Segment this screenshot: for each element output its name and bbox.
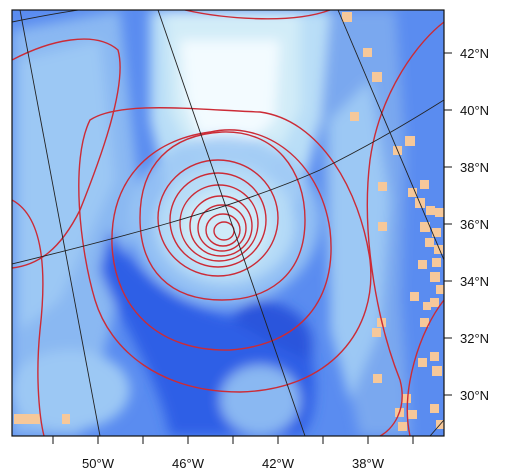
axis-ticks bbox=[52, 52, 452, 444]
meridian-line bbox=[157, 10, 306, 436]
lon-label-42w: 42°W bbox=[262, 456, 295, 471]
longitude-labels: 50°W 46°W 42°W 38°W bbox=[82, 456, 385, 471]
meridian-line bbox=[429, 419, 444, 436]
lat-label-32n: 32°N bbox=[460, 331, 489, 346]
map-panel bbox=[12, 10, 444, 436]
lat-label-42n: 42°N bbox=[460, 46, 489, 61]
lat-label-38n: 38°N bbox=[460, 160, 489, 175]
contour-ring bbox=[189, 195, 253, 257]
lon-label-38w: 38°W bbox=[352, 456, 385, 471]
contour-ring bbox=[197, 204, 247, 252]
parallel-line bbox=[12, 99, 444, 265]
contour-ring bbox=[179, 184, 259, 262]
contour-right bbox=[406, 299, 444, 436]
contour-ring bbox=[139, 131, 306, 301]
parallel-line bbox=[12, 10, 82, 23]
contour-top bbox=[184, 10, 331, 20]
lon-label-50w: 50°W bbox=[82, 456, 115, 471]
lat-label-36n: 36°N bbox=[460, 217, 489, 232]
lon-label-46w: 46°W bbox=[172, 456, 205, 471]
contour-outer bbox=[111, 129, 332, 351]
contour-lines bbox=[12, 10, 444, 436]
meridian-line bbox=[337, 10, 444, 261]
meridian-line bbox=[19, 10, 101, 436]
map-frame bbox=[11, 9, 445, 437]
contour-left bbox=[12, 199, 45, 436]
lat-label-34n: 34°N bbox=[460, 274, 489, 289]
graticule bbox=[12, 10, 444, 436]
latitude-labels: 42°N 40°N 38°N 36°N 34°N 32°N 30°N bbox=[460, 46, 489, 403]
contour-ring bbox=[157, 159, 279, 277]
contour-ring bbox=[169, 172, 267, 268]
lat-label-30n: 30°N bbox=[460, 388, 489, 403]
contour-outer bbox=[78, 107, 372, 393]
contour-right bbox=[366, 21, 444, 436]
lat-label-40n: 40°N bbox=[460, 103, 489, 118]
contour-ring bbox=[205, 213, 241, 247]
contour-left bbox=[12, 38, 121, 269]
